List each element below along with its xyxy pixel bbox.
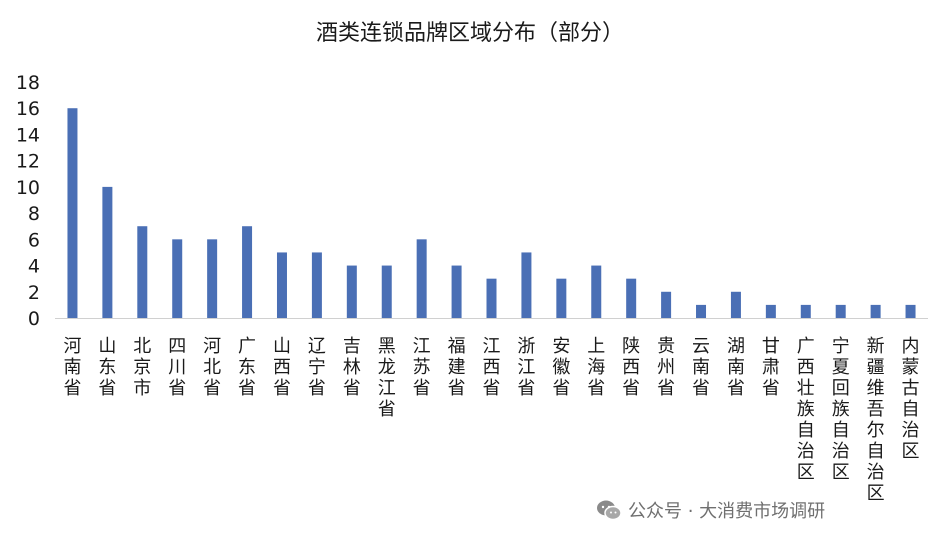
x-tick-label: 河北省: [203, 336, 221, 399]
y-tick-label: 12: [16, 151, 40, 173]
bar: [102, 186, 113, 318]
x-tick-label: 北京市: [133, 336, 151, 399]
y-tick-label: 2: [28, 282, 40, 304]
bar: [416, 239, 427, 318]
y-tick-label: 6: [28, 229, 40, 251]
bar: [381, 265, 392, 318]
bar: [870, 304, 881, 318]
bar: [661, 291, 672, 318]
x-axis: 河南省山东省北京市四川省河北省广东省山西省辽宁省吉林省黑龙江省江苏省福建省江西省…: [55, 318, 928, 504]
bar: [207, 239, 218, 318]
y-tick-label: 0: [28, 308, 40, 330]
x-tick-label: 黑龙江省: [378, 336, 396, 420]
bar: [311, 252, 322, 318]
x-tick-label: 上海省: [587, 336, 605, 399]
x-tick-label: 山西省: [273, 336, 291, 399]
y-tick-label: 16: [16, 98, 40, 120]
y-tick-label: 18: [16, 72, 40, 94]
x-tick-label: 甘肃省: [762, 336, 780, 399]
bar: [835, 304, 846, 318]
bar: [486, 278, 497, 318]
bar: [67, 108, 78, 318]
x-tick-label: 广西壮族自治区: [797, 336, 815, 483]
x-tick-label: 江西省: [483, 336, 501, 399]
bar: [137, 226, 148, 318]
y-tick-label: 8: [28, 203, 40, 225]
bar: [242, 226, 253, 318]
bar: [696, 304, 707, 318]
x-tick-label: 湖南省: [727, 336, 745, 399]
x-tick-label: 广东省: [238, 336, 256, 399]
x-tick-label: 江苏省: [413, 336, 431, 399]
bar: [276, 252, 287, 318]
x-tick-label: 贵州省: [657, 336, 675, 399]
bar: [765, 304, 776, 318]
x-tick-label: 福建省: [448, 336, 466, 399]
watermark-text: 公众号 · 大消费市场调研: [628, 501, 826, 522]
y-axis: 0 2 4 6 8 10 12 14 16 18: [16, 72, 40, 330]
x-tick-label: 山东省: [98, 336, 116, 399]
bar: [346, 265, 357, 318]
x-tick-label: 陕西省: [622, 336, 640, 399]
y-tick-label: 14: [16, 124, 40, 146]
bar: [556, 278, 567, 318]
x-tick-label: 浙江省: [517, 336, 535, 399]
x-tick-label: 吉林省: [343, 336, 361, 399]
bar: [591, 265, 602, 318]
x-tick-label: 云南省: [692, 336, 710, 399]
bars: [67, 108, 916, 318]
y-tick-label: 10: [16, 177, 40, 199]
x-tick-label: 辽宁省: [308, 336, 326, 399]
watermark: 公众号 · 大消费市场调研: [596, 494, 825, 526]
x-tick-label: 安徽省: [552, 336, 570, 399]
x-tick-label: 宁夏回族自治区: [832, 336, 850, 483]
bar: [451, 265, 462, 318]
bar: [905, 304, 916, 318]
chart-title: 酒类连锁品牌区域分布（部分）: [316, 21, 624, 46]
bar: [626, 278, 637, 318]
x-tick-label: 内蒙古自治区: [902, 336, 920, 462]
bar: [730, 291, 741, 318]
bar: [800, 304, 811, 318]
x-tick-label: 河南省: [63, 336, 81, 399]
x-tick-label: 四川省: [168, 336, 186, 399]
x-tick-label: 新疆维吾尔自治区: [867, 336, 885, 504]
bar: [521, 252, 532, 318]
wechat-icon: [597, 500, 622, 521]
bar: [172, 239, 183, 318]
y-tick-label: 4: [28, 256, 40, 278]
